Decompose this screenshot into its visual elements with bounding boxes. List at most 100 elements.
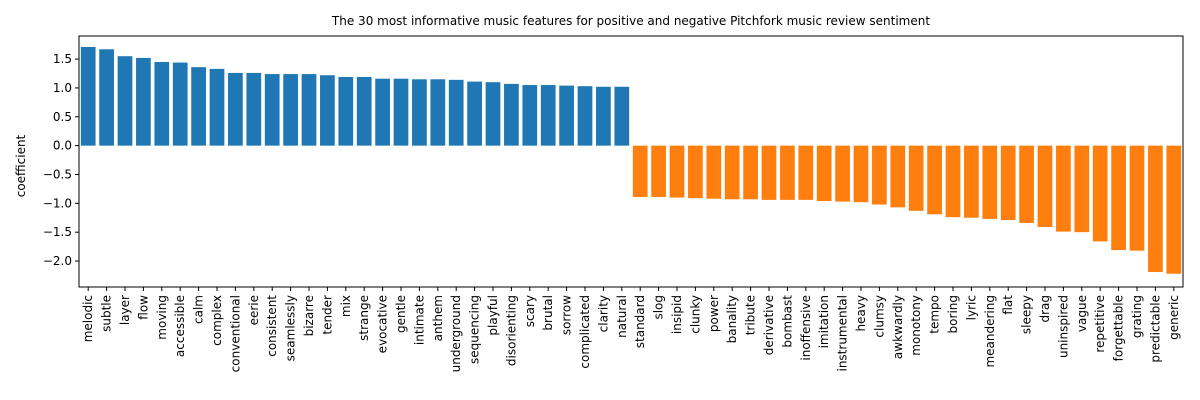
bar-natural [614,86,630,146]
bar-uninspired [1056,145,1071,232]
bars-group [80,46,1182,274]
x-tick-label: slog [652,295,666,320]
x-tick-label: seamlessly [284,295,298,361]
bar-brutal [540,85,556,146]
bar-bizarre [301,74,317,146]
bar-grating [1129,145,1145,251]
bar-seamlessly [283,74,298,146]
bar-calm [191,67,206,146]
bar-bombast [780,145,795,200]
x-tick-label: underground [449,295,463,372]
bar-sleepy [1019,145,1034,223]
bar-sorrow [559,85,574,146]
bar-gentle [393,78,409,146]
bar-melodic [80,46,96,146]
x-tick-label: vague [1075,295,1089,332]
x-tick-label: derivative [762,295,776,355]
bar-mix [338,76,354,146]
x-tick-label: repetitive [1093,295,1107,353]
y-tick-label: 1.0 [53,81,72,95]
x-tick-label: tempo [928,295,942,334]
bar-scary [522,85,538,146]
x-tick-label: insipid [670,295,684,334]
x-tick-label: clumsy [872,295,886,338]
x-tick-label: lyric [964,295,978,320]
y-tick-label: 1.5 [53,52,72,66]
x-tick-label: calm [192,295,206,324]
bar-complicated [577,86,593,146]
x-tick-label: clarity [596,295,610,332]
x-tick-label: anthem [431,295,445,341]
x-tick-label: flat [1001,295,1015,315]
y-tick-label: 0.0 [53,139,72,153]
x-tick-label: sorrow [560,295,574,335]
bar-power [706,145,722,199]
x-tick-label: natural [615,295,629,338]
x-tick-label: banality [725,295,739,343]
x-tick-label: layer [118,295,132,325]
x-tick-label: mix [339,295,353,317]
bar-tribute [743,145,758,200]
x-tick-label: forgettable [1112,295,1126,361]
x-tick-label: power [707,295,721,332]
x-tick-label: consistent [265,295,279,357]
y-tick-label: −0.5 [43,167,72,181]
x-tick-label: grating [1130,295,1144,338]
x-tick-label: sleepy [1020,295,1034,334]
bar-banality [724,145,740,200]
x-tick-label: strange [357,295,371,341]
x-tick-label: standard [633,295,647,348]
bar-layer [117,56,133,146]
x-tick-label: predictable [1148,295,1162,363]
x-tick-label: bizarre [302,295,316,336]
bar-forgettable [1111,145,1126,251]
x-tick-label: tender [320,295,334,335]
bar-slog [651,145,666,197]
x-tick-label: generic [1167,295,1181,340]
bar-evocative [375,78,390,146]
y-tick-label: −1.5 [43,225,72,239]
bar-boring [945,145,961,218]
x-tick-label: scary [523,295,537,327]
bar-eerie [246,72,262,146]
bar-conventional [228,72,243,146]
y-tick-label: −1.0 [43,196,72,210]
x-tick-label: sequencing [468,295,482,364]
x-tick-label: playful [486,295,500,336]
bar-imitation [816,145,832,202]
x-tick-label: brutal [541,295,555,331]
x-tick-label: complicated [578,295,592,369]
x-tick-label: intimate [412,295,426,345]
x-tick-label: tribute [744,295,758,335]
x-tick-label: eerie [247,295,261,325]
bar-flow [136,57,151,146]
x-tick-label: drag [1038,295,1052,323]
x-tick-label: bombast [780,295,794,348]
x-tick-label: meandering [983,295,997,368]
bar-strange [356,76,372,146]
x-tick-label: inoffensive [799,295,813,361]
bar-sequencing [467,81,482,146]
chart-title: The 30 most informative music features f… [331,14,930,28]
bar-inoffensive [798,145,814,200]
bar-vague [1074,145,1090,233]
bar-meandering [982,145,998,219]
bar-underground [448,79,464,146]
bar-clarity [596,86,611,146]
bar-heavy [853,145,869,203]
x-tick-label: flow [136,295,150,320]
x-tick-label: uninspired [1056,295,1070,358]
x-tick-label: complex [210,295,224,346]
x-tick-label: instrumental [836,295,850,372]
x-tick-label: heavy [854,295,868,332]
bar-lyric [964,145,979,218]
y-tick-label: 0.5 [53,110,72,124]
bar-predictable [1148,145,1163,272]
x-tick-label: moving [155,295,169,340]
bar-anthem [430,79,446,146]
y-axis: −2.0 −1.5 −1.0 −0.5 0.0 0.5 1.0 1.5 [43,52,79,268]
x-tick-label: subtle [100,295,114,332]
x-tick-label: accessible [173,295,187,357]
bar-tempo [927,145,942,215]
